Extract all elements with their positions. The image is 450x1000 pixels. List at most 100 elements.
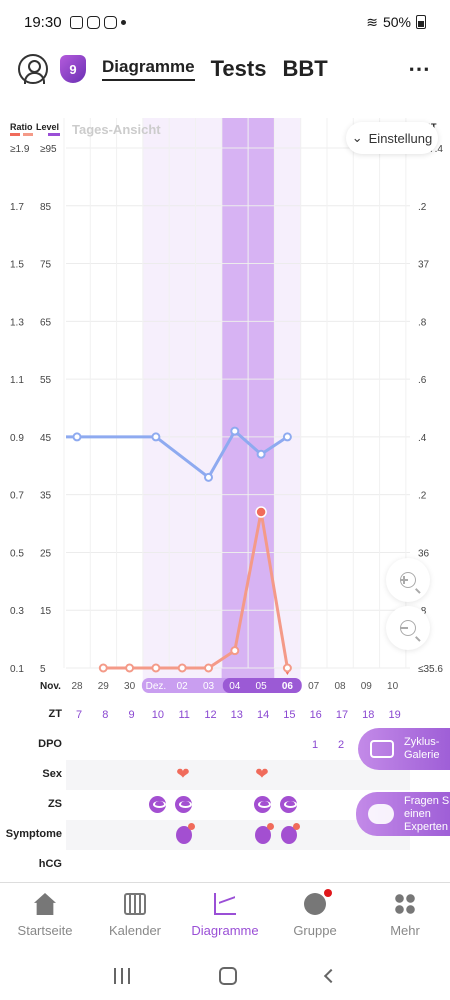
ratio-tick: 0.3 — [10, 606, 24, 617]
data-point — [177, 663, 187, 673]
data-point — [256, 449, 266, 459]
more-options-icon[interactable]: ⋯ — [408, 56, 432, 81]
x-tick: 10 — [387, 681, 399, 692]
nav-label: Gruppe — [293, 923, 337, 938]
tab-bbt[interactable]: BBT — [282, 56, 328, 81]
ratio-tick: 0.5 — [10, 548, 24, 559]
recent-apps-button[interactable] — [114, 968, 131, 984]
x-tick: 09 — [361, 681, 373, 692]
bbt-tick: .8 — [418, 317, 427, 328]
symptom-icon[interactable] — [275, 820, 301, 850]
nav-label: Mehr — [390, 923, 420, 938]
x-tick: 03 — [203, 681, 215, 692]
ratio-tick: 0.7 — [10, 491, 24, 502]
system-navigation — [0, 952, 450, 1000]
zt-value: 9 — [128, 709, 135, 721]
cycle-gallery-button[interactable]: Zyklus-Galerie — [358, 728, 450, 770]
nav-kalender[interactable]: Kalender — [90, 883, 180, 952]
cervical-mucus-icon[interactable] — [275, 790, 301, 820]
date-highlight-pill — [222, 678, 302, 693]
zt-value: 11 — [178, 709, 190, 721]
wifi-icon: ≋ — [366, 13, 378, 30]
data-point — [98, 663, 108, 673]
hcg-label: hCG — [38, 858, 62, 870]
notification-icons — [69, 15, 126, 29]
hcg-row: hCG — [0, 850, 450, 880]
ratio-legend-swatch — [10, 133, 20, 136]
nav-mehr[interactable]: Mehr — [360, 883, 450, 952]
symptom-icon[interactable] — [249, 820, 275, 850]
zt-value: 16 — [309, 709, 322, 721]
zt-value: 10 — [151, 709, 165, 721]
x-tick: Dez. — [146, 681, 167, 692]
nav-diagramme[interactable]: Diagramme — [180, 883, 270, 952]
zt-value: 17 — [335, 709, 349, 721]
level-tick: 25 — [40, 548, 52, 559]
month-label: Nov. — [40, 681, 61, 692]
nav-label: Diagramme — [191, 923, 259, 938]
ask-expert-label: Fragen Sie einen Experten — [404, 794, 450, 833]
heart-icon[interactable]: ❤ — [176, 766, 190, 783]
data-point — [230, 426, 240, 436]
ask-expert-button[interactable]: Fragen Sie einen Experten — [356, 792, 450, 836]
data-point — [230, 646, 240, 656]
level-tick: 45 — [40, 433, 52, 444]
symptoms-row: Symptome — [0, 820, 450, 850]
sex-label: Sex — [42, 768, 62, 780]
chart-icon — [214, 893, 236, 915]
zt-value: 19 — [388, 709, 401, 721]
profile-icon[interactable] — [18, 54, 48, 84]
notification-app-icon — [69, 15, 83, 29]
back-button[interactable] — [323, 968, 338, 984]
instagram-icon — [86, 15, 100, 29]
dpo-value: 2 — [337, 739, 345, 751]
data-point — [282, 432, 292, 442]
tab-tests[interactable]: Tests — [210, 56, 267, 81]
zt-value: 15 — [283, 709, 296, 721]
zoom-out-button[interactable] — [386, 606, 430, 650]
settings-button[interactable]: ⌄ Einstellung — [346, 122, 438, 154]
bbt-tick: ≤35.6 — [418, 664, 443, 675]
fertility-chart: RatioLevelBBT≥1.9≥95≥37.41.785.21.575371… — [10, 118, 443, 693]
x-tick: 08 — [334, 681, 346, 692]
status-time: 19:30 — [24, 13, 62, 31]
ratio-tick: 1.3 — [10, 317, 24, 328]
chevron-down-icon: ⌄ — [351, 130, 363, 145]
data-point — [72, 432, 82, 442]
dpo-label: DPO — [38, 738, 62, 750]
level-tick: 85 — [40, 202, 52, 213]
dpo-row: DPO 1 2 — [0, 730, 450, 760]
zt-value: 7 — [75, 709, 83, 721]
calendar-icon — [124, 893, 146, 915]
home-button[interactable] — [218, 967, 237, 985]
zt-label: ZT — [48, 708, 62, 720]
heart-icon[interactable]: ❤ — [255, 766, 269, 783]
x-tick: 30 — [124, 681, 136, 692]
tab-diagramme[interactable]: Diagramme — [102, 57, 195, 81]
zoom-in-button[interactable] — [386, 558, 430, 602]
cervical-mucus-icon[interactable] — [249, 790, 275, 820]
notification-dot — [324, 889, 332, 897]
bbt-tick: 36 — [418, 548, 430, 559]
grid-menu-icon — [394, 893, 416, 915]
x-tick: 29 — [98, 681, 110, 692]
nav-startseite[interactable]: Startseite — [0, 883, 90, 952]
level-badge[interactable]: 9 — [60, 55, 86, 83]
ratio-tick: 1.1 — [10, 375, 24, 386]
battery-label: 50% — [382, 14, 411, 30]
zt-row: ZT 7 8 9 10 11 12 13 14 15 16 17 18 19 — [0, 700, 450, 730]
cervical-mucus-icon[interactable] — [170, 790, 196, 820]
cervical-mucus-icon[interactable] — [144, 790, 170, 820]
status-right: ≋ 50% — [366, 14, 426, 31]
symptom-icon[interactable] — [170, 820, 196, 850]
level-tick: 15 — [40, 606, 52, 617]
bbt-tick: .6 — [418, 375, 427, 386]
level-tick: 35 — [40, 491, 52, 502]
zt-value: 8 — [102, 709, 109, 721]
sex-row: Sex ❤ ❤ — [0, 760, 450, 790]
nav-gruppe[interactable]: Gruppe — [270, 883, 360, 952]
x-tick: 07 — [308, 681, 320, 692]
level-header: Level — [36, 122, 59, 132]
ratio-tick: ≥1.9 — [10, 144, 30, 155]
view-label: Tages-Ansicht — [72, 122, 161, 137]
